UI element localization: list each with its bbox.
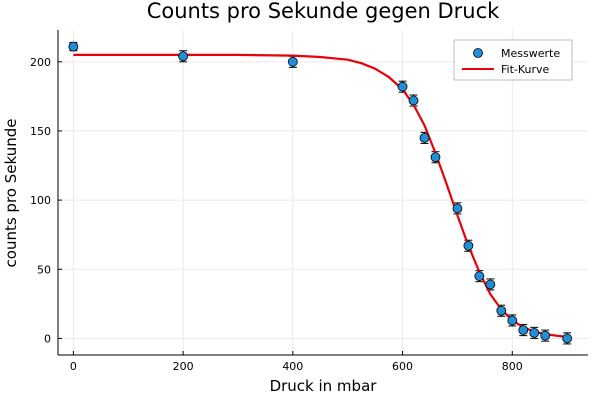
x-axis-label: Druck in mbar [270, 377, 378, 395]
data-point [485, 279, 496, 290]
legend-label-points: Messwerte [501, 47, 560, 60]
x-tick-label: 200 [173, 360, 194, 373]
y-tick-label: 200 [30, 56, 51, 69]
y-tick-label: 0 [44, 332, 51, 345]
data-point [540, 330, 551, 341]
data-point [408, 95, 419, 106]
data-point [452, 203, 463, 214]
fit-curve-line [73, 53, 568, 339]
ticks: 0 200 400 600 800 0 50 100 150 200 [30, 56, 523, 373]
data-point [496, 305, 507, 316]
data-point [474, 271, 485, 282]
y-tick-label: 50 [37, 263, 51, 276]
legend-box [453, 39, 573, 81]
y-axis-label: counts pro Sekunde [2, 119, 20, 268]
data-point [562, 333, 573, 344]
x-tick-label: 600 [392, 360, 413, 373]
legend-label-line: Fit-Kurve [501, 63, 550, 76]
legend-marker-points [473, 48, 483, 58]
data-point [397, 81, 408, 92]
data-point [518, 325, 529, 336]
data-point [178, 51, 188, 62]
plot-area [68, 41, 573, 345]
data-point [529, 327, 540, 338]
data-point [287, 56, 298, 67]
y-tick-label: 150 [30, 125, 51, 138]
x-tick-label: 800 [502, 360, 523, 373]
x-tick-label: 400 [282, 360, 303, 373]
axes [57, 30, 588, 356]
x-tick-label: 0 [70, 360, 77, 373]
data-point [419, 132, 430, 143]
chart-title: Counts pro Sekunde gegen Druck [147, 0, 500, 23]
data-point [68, 41, 79, 52]
y-tick-label: 100 [30, 194, 51, 207]
data-point [430, 152, 441, 163]
data-point [463, 240, 474, 251]
legend: Messwerte Fit-Kurve [453, 39, 573, 81]
data-point [507, 315, 518, 326]
